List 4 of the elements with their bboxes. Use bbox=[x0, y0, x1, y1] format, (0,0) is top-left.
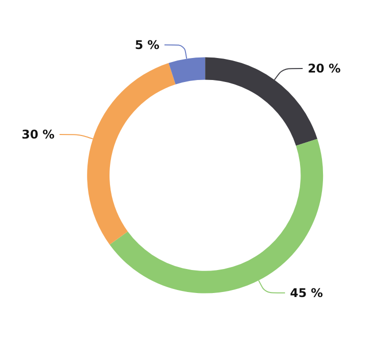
data-label: 45 % bbox=[290, 286, 323, 300]
data-label: 30 % bbox=[22, 127, 55, 142]
data-label: 5 % bbox=[134, 38, 160, 52]
data-label: 20 % bbox=[308, 61, 341, 76]
